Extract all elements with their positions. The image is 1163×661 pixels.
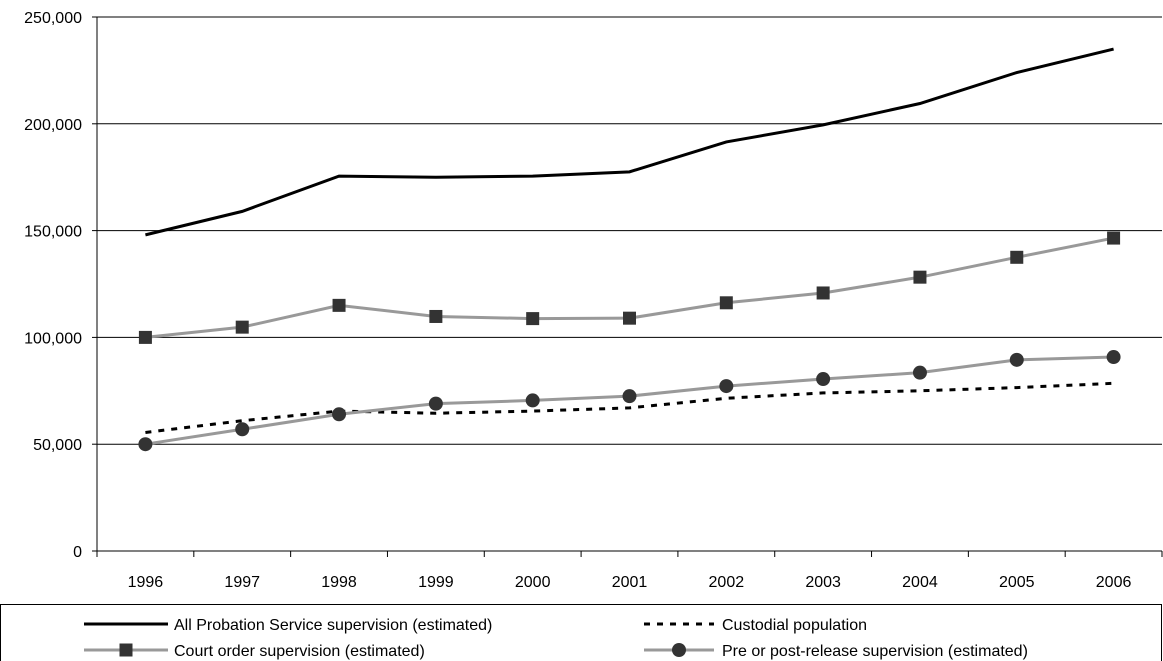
y-tick-label: 0 <box>73 544 82 561</box>
x-tick-label: 2001 <box>612 574 648 591</box>
data-point <box>235 320 249 334</box>
data-point <box>428 396 443 411</box>
data-point <box>816 372 831 387</box>
series-0 <box>145 47 1114 237</box>
data-point <box>719 296 733 310</box>
x-tick-label: 2003 <box>805 574 841 591</box>
legend-marker <box>672 643 686 657</box>
y-tick-label: 250,000 <box>24 10 82 27</box>
axes: 0 50,000 100,000 150,000 200,000 250,000 1996 1… <box>24 10 1163 591</box>
legend-marker <box>119 643 133 657</box>
data-point <box>235 422 250 437</box>
data-point <box>332 298 346 312</box>
data-point <box>526 312 540 326</box>
legend-item: Pre or post-release supervision (estimat… <box>644 643 1028 660</box>
x-tick-label: 2002 <box>709 574 745 591</box>
data-point <box>622 389 637 404</box>
x-tick-label: 1999 <box>418 574 454 591</box>
series-1 <box>145 381 1114 434</box>
data-point <box>138 437 153 452</box>
legend-box <box>0 604 1162 661</box>
x-tick-label: 1998 <box>321 574 357 591</box>
x-tick-label: 1997 <box>224 574 260 591</box>
data-point <box>332 407 347 422</box>
data-point <box>525 393 540 408</box>
series-line <box>145 47 1114 237</box>
legend: All Probation Service supervision (estim… <box>0 604 1162 661</box>
gridlines <box>97 16 1162 445</box>
data-point <box>912 365 927 380</box>
data-point <box>719 379 734 394</box>
series-line <box>145 381 1114 434</box>
legend-item: Custodial population <box>644 617 867 634</box>
y-tick-label: 150,000 <box>24 224 82 241</box>
x-tick-label: 1996 <box>128 574 164 591</box>
x-tick-label: 2005 <box>999 574 1035 591</box>
series-2 <box>138 231 1121 344</box>
data-point <box>138 330 152 344</box>
data-point <box>913 270 927 284</box>
legend-label: All Probation Service supervision (estim… <box>174 617 492 634</box>
data-point <box>429 309 443 323</box>
legend-label: Court order supervision (estimated) <box>174 643 425 660</box>
y-tick-label: 100,000 <box>24 330 82 347</box>
legend-label: Custodial population <box>722 617 867 634</box>
x-tick-label: 2000 <box>515 574 551 591</box>
data-point <box>623 311 636 325</box>
data-point <box>1106 350 1121 365</box>
data-point <box>816 286 830 300</box>
series-3 <box>138 350 1121 452</box>
legend-item: All Probation Service supervision (estim… <box>84 617 492 634</box>
legend-label: Pre or post-release supervision (estimat… <box>722 643 1028 660</box>
data-point <box>1010 250 1024 264</box>
series-layer <box>138 47 1121 452</box>
y-tick-label: 200,000 <box>24 117 82 134</box>
x-tick-label: 2006 <box>1096 574 1132 591</box>
y-tick-label: 50,000 <box>33 437 82 454</box>
data-point <box>1107 231 1121 245</box>
legend-item: Court order supervision (estimated) <box>84 643 425 660</box>
data-point <box>1009 352 1024 367</box>
x-tick-label: 2004 <box>902 574 938 591</box>
